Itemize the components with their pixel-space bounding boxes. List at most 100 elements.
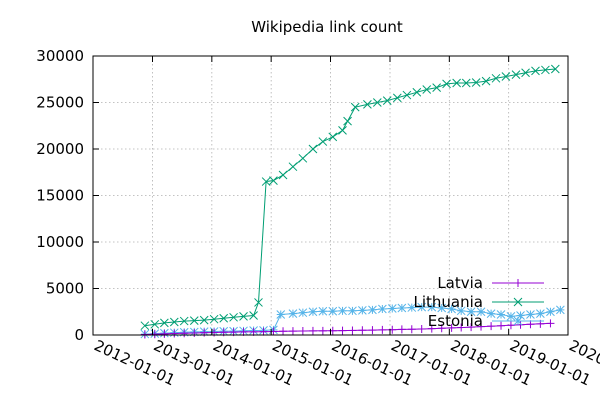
data-point-estonia — [546, 307, 555, 317]
data-point-lithuania — [501, 72, 511, 81]
data-point-latvia — [279, 327, 288, 336]
grid-layer — [93, 56, 568, 335]
data-point-latvia — [160, 329, 169, 338]
data-point-lithuania — [229, 312, 238, 322]
data-point-estonia — [417, 302, 427, 312]
data-point-latvia — [437, 324, 446, 333]
data-point-latvia — [427, 324, 436, 333]
data-point-latvia — [308, 326, 317, 335]
data-point-lithuania — [481, 76, 491, 86]
series-latvia — [140, 319, 555, 339]
data-point-estonia — [276, 310, 286, 319]
legend-marker-lithuania — [513, 297, 523, 307]
series-line-lithuania — [144, 68, 556, 327]
y-tick-label: 30000 — [36, 47, 84, 65]
data-point-latvia — [397, 325, 406, 334]
data-point-estonia — [328, 306, 338, 316]
data-point-lithuania — [318, 137, 328, 146]
data-point-latvia — [259, 327, 268, 336]
legend-label-lithuania: Lithuania — [414, 293, 483, 311]
data-point-lithuania — [249, 311, 258, 320]
data-point-lithuania — [382, 96, 392, 105]
data-point-lithuania — [219, 313, 229, 323]
data-point-estonia — [378, 304, 387, 314]
data-point-estonia — [447, 304, 456, 314]
legend-label-latvia: Latvia — [437, 274, 483, 292]
data-point-lithuania — [140, 321, 150, 331]
data-point-estonia — [536, 309, 545, 318]
data-point-lithuania — [288, 162, 298, 172]
y-tick-label: 0 — [74, 326, 84, 344]
data-point-lithuania — [422, 85, 432, 94]
data-point-lithuania — [531, 66, 540, 76]
data-point-latvia — [338, 326, 347, 335]
data-point-lithuania — [343, 116, 352, 126]
data-point-estonia — [556, 305, 565, 315]
data-point-latvia — [298, 327, 307, 336]
y-tick-label: 5000 — [46, 280, 84, 298]
data-point-lithuania — [254, 298, 263, 307]
data-point-estonia — [476, 307, 486, 317]
data-point-latvia — [378, 325, 387, 334]
data-point-lithuania — [169, 317, 179, 327]
data-point-estonia — [318, 306, 328, 316]
data-point-lithuania — [150, 319, 160, 329]
data-point-lithuania — [328, 132, 338, 142]
axis-layer: 0500010000150002000025000300002012-01-01… — [36, 47, 600, 389]
data-point-lithuania — [442, 79, 451, 89]
data-point-lithuania — [160, 318, 169, 328]
data-point-latvia — [526, 320, 535, 329]
data-point-latvia — [447, 323, 456, 332]
data-point-latvia — [546, 319, 555, 328]
data-point-latvia — [180, 329, 189, 338]
data-point-latvia — [348, 326, 357, 335]
data-point-lithuania — [412, 87, 422, 97]
data-point-lithuania — [521, 68, 530, 78]
chart-title: Wikipedia link count — [251, 18, 403, 36]
data-point-estonia — [397, 303, 407, 313]
data-point-estonia — [466, 307, 476, 317]
data-point-lithuania — [550, 64, 560, 74]
data-point-latvia — [417, 324, 426, 333]
data-point-latvia — [467, 323, 476, 332]
data-point-estonia — [506, 312, 516, 321]
data-point-estonia — [516, 311, 525, 320]
data-point-lithuania — [541, 65, 550, 75]
data-point-lithuania — [491, 73, 501, 83]
data-point-estonia — [348, 306, 357, 316]
data-point-lithuania — [350, 102, 360, 112]
plot-frame — [92, 55, 569, 336]
data-point-lithuania — [338, 126, 347, 135]
data-point-latvia — [487, 322, 496, 331]
data-point-latvia — [407, 325, 416, 334]
data-point-estonia — [427, 302, 437, 312]
data-point-lithuania — [402, 90, 412, 100]
data-point-latvia — [368, 326, 377, 335]
y-tick-label: 25000 — [36, 94, 84, 112]
data-point-lithuania — [363, 100, 372, 109]
data-point-estonia — [526, 310, 535, 319]
y-tick-label: 20000 — [36, 140, 84, 158]
data-point-lithuania — [209, 314, 219, 324]
legend-label-estonia: Estonia — [428, 312, 483, 330]
y-tick-label: 15000 — [36, 187, 84, 205]
data-point-estonia — [486, 309, 496, 318]
data-point-latvia — [318, 326, 327, 335]
data-point-lithuania — [372, 98, 382, 107]
data-point-estonia — [496, 310, 506, 319]
data-point-latvia — [497, 321, 506, 330]
data-point-estonia — [387, 304, 397, 313]
data-point-lithuania — [269, 176, 278, 185]
data-point-estonia — [437, 303, 447, 313]
data-point-latvia — [506, 321, 515, 330]
data-point-lithuania — [392, 93, 402, 103]
data-point-lithuania — [511, 70, 521, 79]
data-point-latvia — [328, 326, 337, 335]
legend-marker-latvia — [514, 279, 522, 287]
data-point-latvia — [288, 327, 297, 336]
data-point-latvia — [388, 325, 397, 334]
data-point-estonia — [338, 306, 347, 316]
data-point-estonia — [308, 307, 318, 317]
y-tick-label: 10000 — [36, 233, 84, 251]
